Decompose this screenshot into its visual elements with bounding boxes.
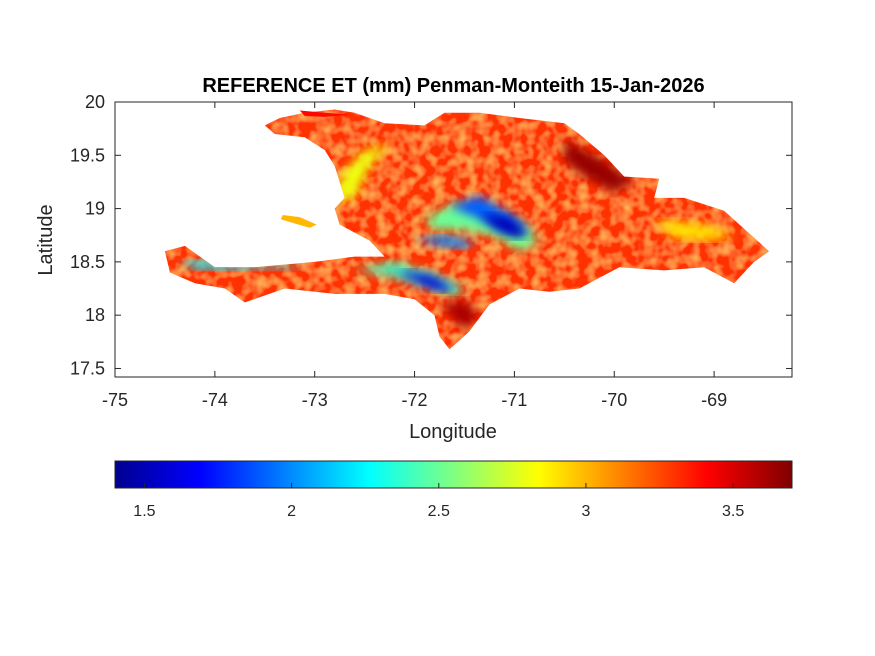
y-tick-label: 20 xyxy=(85,92,105,112)
x-axis-label: Longitude xyxy=(409,421,497,443)
colorbar-tick-label: 2.5 xyxy=(428,503,450,520)
x-tick-label: -69 xyxy=(701,390,727,410)
colorbar-tick-label: 3.5 xyxy=(722,503,744,520)
colorbar-tick-label: 2 xyxy=(287,503,296,520)
y-tick-label: 18 xyxy=(85,305,105,325)
value-zone-2 xyxy=(479,213,530,239)
colorbar-tick-label: 1.5 xyxy=(133,503,155,520)
x-tick-label: -70 xyxy=(601,390,627,410)
value-zone-4 xyxy=(394,270,455,292)
y-tick-label: 17.5 xyxy=(70,358,105,378)
value-zone-10 xyxy=(654,219,735,241)
x-tick-label: -73 xyxy=(302,390,328,410)
y-tick-label: 19.5 xyxy=(70,145,105,165)
x-tick-label: -72 xyxy=(402,390,428,410)
axes-box xyxy=(114,101,793,378)
x-tick-label: -75 xyxy=(102,390,128,410)
x-tick-label: -74 xyxy=(202,390,228,410)
island-tortuga xyxy=(299,110,350,117)
island-gonave xyxy=(280,215,317,228)
value-zone-0 xyxy=(424,203,540,252)
y-tick-label: 18.5 xyxy=(70,252,105,272)
colorbar-tick-label: 3 xyxy=(582,503,591,520)
chart-title: REFERENCE ET (mm) Penman-Monteith 15-Jan… xyxy=(202,75,705,97)
x-tick-label: -71 xyxy=(501,390,527,410)
y-tick-label: 19 xyxy=(85,199,105,219)
colorbar-gradient xyxy=(114,460,793,489)
value-zone-9 xyxy=(439,299,480,332)
value-zone-7 xyxy=(329,144,390,204)
colorbar-ticks: 1.5 2 2.5 3 3.5 xyxy=(133,483,744,520)
axis-ticks: -75 -74 -73 -72 -71 -70 -69 17.5 18 18.5 19 19.5 20 xyxy=(70,92,792,410)
value-zone-5 xyxy=(414,235,475,250)
value-zone-8 xyxy=(564,139,635,193)
y-axis-label: Latitude xyxy=(35,204,57,275)
